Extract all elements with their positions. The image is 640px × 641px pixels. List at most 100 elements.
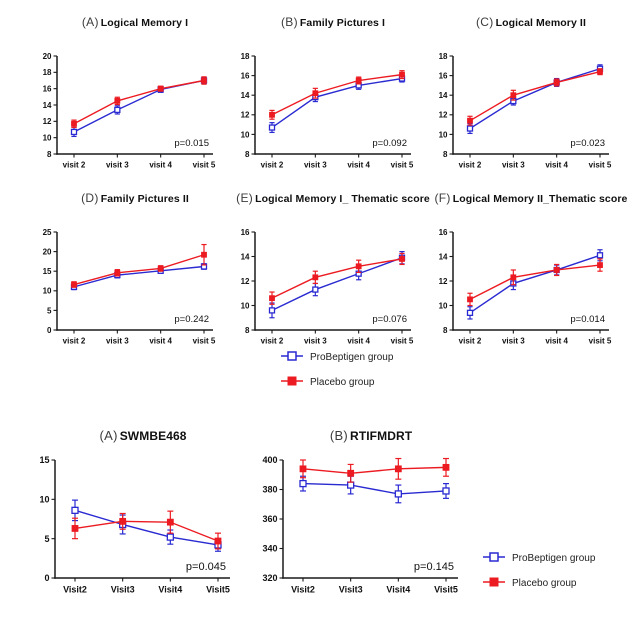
panel-f-logical-memory-ii-thematic-score: (F) Logical Memory II_Thematic score 8 10 12… [422,190,628,350]
p-value-label: p=0.076 [372,314,407,325]
x-tick-label: visit 3 [106,161,129,170]
x-tick-label: visit 2 [459,337,482,346]
filled-square-marker [71,120,77,127]
panel-name: Logical Memory II [495,17,586,29]
open-square-marker [114,106,121,114]
panel-c-logical-memory-ii: (C) Logical Memory II 8 10 12 14 16 18 visit 2 vi… [422,14,620,174]
memory-tests-chart-grid: (A) Logical Memory I 8 10 12 14 16 18 20 visit 2 v… [26,14,628,350]
series-probeptigen-group [299,475,450,504]
y-tick-label: 16 [439,228,448,237]
legend-item-probeptigen: ProBeptigen group [281,348,393,366]
series-probeptigen-group [70,263,208,291]
x-tick-label: visit 4 [545,161,568,170]
placebo-filled-square-marker-icon [281,373,303,391]
panel-title: (A) SWMBE468 [73,428,186,443]
series-placebo-group [269,70,405,120]
filled-square-marker [355,263,362,270]
open-square-marker [70,128,78,136]
open-square-marker [442,487,450,495]
legend-label: ProBeptigen group [310,351,394,363]
x-tick-label: visit 4 [347,337,370,346]
legend-label: ProBeptigen group [512,552,596,564]
filled-square-marker [394,465,402,473]
panel-name: Logical Memory I_ Thematic score [255,193,430,205]
probeptigen-open-square-marker-icon [281,348,303,366]
p-value-label: p=0.023 [570,138,605,149]
y-tick-label: 16 [241,228,250,237]
series-placebo-group [467,258,603,307]
y-tick-label: 12 [241,111,250,120]
open-square-marker [466,125,474,132]
series-probeptigen-group [466,249,604,320]
panel-name: Family Pictures I [299,17,386,29]
x-tick-label: visit 2 [459,161,482,170]
x-tick-label: visit 4 [149,337,172,346]
panel-title: (D) Family Pictures II [61,190,189,205]
y-tick-label: 8 [443,326,448,335]
y-tick-label: 14 [241,252,250,261]
y-tick-label: 5 [44,534,49,544]
chart-logical-memory-ii-thematic-score: 8 10 12 14 16 visit 2 visit 3 visit 4 visit 5 p=0… [439,228,612,346]
x-tick-label: visit 2 [63,161,86,170]
panel-title: (B) RTIFMDRT [304,428,412,443]
y-tick-label: 16 [241,71,250,80]
panel-letter: (C) [476,15,494,29]
series-placebo-group [467,68,603,126]
p-value-label: p=0.045 [186,561,226,573]
y-tick-label: 14 [439,91,448,100]
series-line [73,265,205,288]
legend-item-placebo: Placebo group [483,574,595,592]
chart-logical-memory-i-thematic-score: 8 10 12 14 16 visit 2 visit 3 visit 4 visit 5 p=0… [241,228,414,346]
open-square-marker [596,252,604,259]
series-probeptigen-group [268,74,406,134]
x-tick-label: visit 5 [391,161,414,170]
open-square-marker [312,286,319,293]
series-line [271,73,403,116]
open-square-marker [71,506,79,514]
x-tick-label: visit 3 [304,161,327,170]
series-line [73,79,205,125]
y-tick-label: 14 [439,252,448,261]
y-tick-label: 12 [43,117,52,126]
series-placebo-group [71,510,222,550]
filled-square-marker [467,117,473,124]
panel-name: Family Pictures II [100,193,189,205]
open-square-marker [268,307,276,314]
series-line [469,68,601,130]
y-tick-label: 320 [262,573,277,583]
y-tick-label: 8 [443,150,448,159]
y-tick-label: 14 [241,91,250,100]
y-tick-label: 8 [245,150,250,159]
panel-letter: (E) [236,191,254,205]
filled-square-marker [399,71,405,78]
filled-square-marker [399,256,405,262]
series-placebo-group [269,252,405,305]
p-value-label: p=0.092 [372,138,407,149]
panel-letter: (D) [81,191,99,205]
panel-title: (C) Logical Memory II [456,14,586,29]
x-tick-label: visit 3 [304,337,327,346]
y-tick-label: 380 [262,485,277,495]
panel-name: Logical Memory II_Thematic score [452,193,628,205]
panel-e-logical-memory-i-thematic-score: (E) Logical Memory I_ Thematic score 8 10 12… [224,190,430,350]
panel-d-family-pictures-ii: (D) Family Pictures II 0 5 10 15 20 25 visit 2 vi… [26,190,224,350]
y-tick-label: 10 [439,301,448,310]
open-square-marker [466,309,474,316]
y-tick-label: 5 [47,306,52,315]
series-placebo-group [71,76,207,129]
y-tick-label: 18 [439,52,448,61]
y-tick-label: 10 [439,130,448,139]
panel-name: SWMBE468 [119,429,187,443]
y-tick-label: 15 [43,267,52,276]
panel-name: Logical Memory I [100,17,189,29]
filled-square-marker [114,98,121,104]
panel-letter: (A) [81,15,99,29]
x-tick-label: visit 3 [502,161,525,170]
x-tick-label: Visit4 [386,585,410,595]
series-probeptigen-group [466,64,604,135]
filled-square-marker [553,79,560,86]
filled-square-marker [157,85,164,92]
x-tick-label: visit 5 [193,161,216,170]
open-square-legend-glyph [281,351,303,361]
